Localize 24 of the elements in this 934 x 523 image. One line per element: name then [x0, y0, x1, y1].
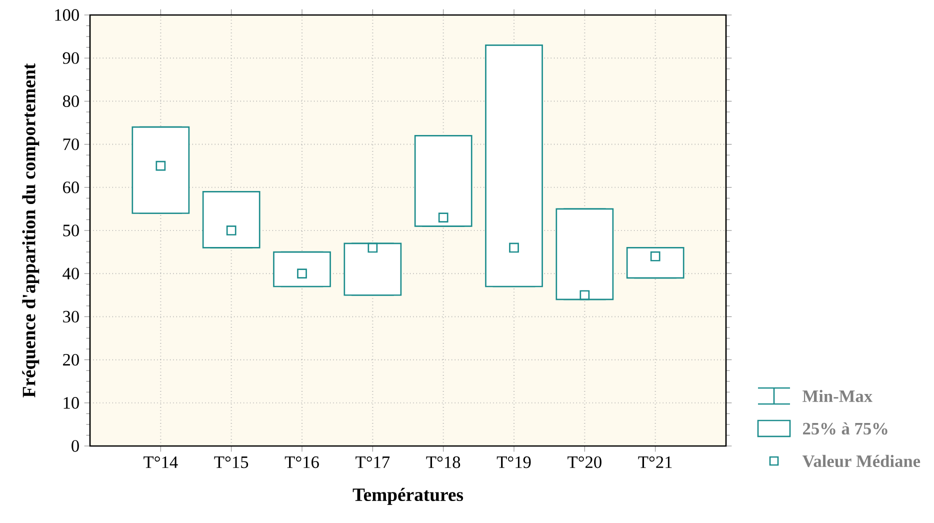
text: Valeur Médiane — [802, 454, 920, 468]
x-tick-label: T°19 — [496, 456, 531, 468]
y-tick-label: 10 — [64, 397, 79, 409]
y-tick-label: 0 — [72, 440, 79, 452]
y-tick-label: 20 — [63, 354, 79, 366]
y-tick-label: 80 — [62, 95, 79, 108]
x-tick-label: T°14 — [144, 456, 178, 468]
y-tick-label: 50 — [63, 224, 79, 236]
y-axis-title: Fréquence d'apparition du comportement — [22, 63, 40, 398]
x-tick-label: T°18 — [426, 456, 460, 468]
y-tick-label: 70 — [63, 138, 79, 150]
x-tick-label: T°21 — [638, 456, 672, 468]
text: 25% à 75% — [803, 422, 888, 435]
x-tick-label: T°15 — [214, 456, 248, 468]
text: Min-Max — [802, 390, 872, 402]
y-tick-label: 100 — [55, 9, 79, 21]
x-tick-label: T°16 — [284, 456, 319, 468]
y-tick-label: 90 — [62, 52, 79, 64]
x-tick-label: T°17 — [356, 456, 390, 468]
y-tick-label: 40 — [62, 268, 79, 280]
y-tick-label: 30 — [63, 310, 79, 323]
y-tick-label: 60 — [63, 182, 79, 194]
x-axis-title: Températures — [352, 488, 464, 505]
x-tick-label: T°20 — [568, 456, 602, 468]
